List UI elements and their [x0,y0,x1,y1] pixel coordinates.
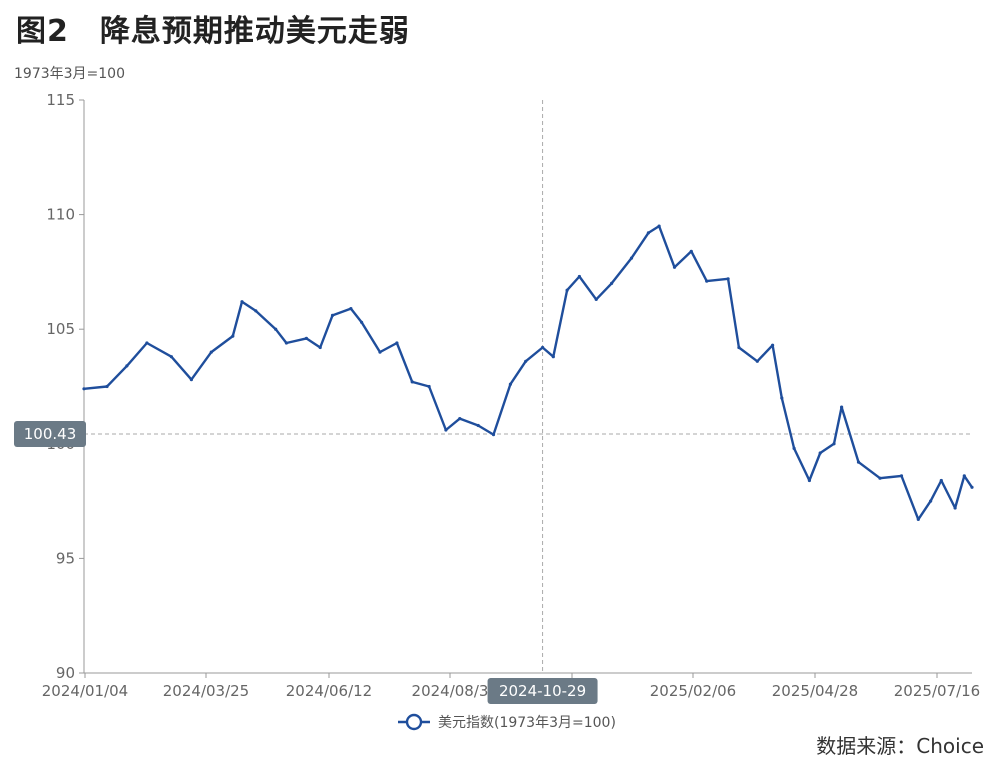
series-line-0 [83,224,973,521]
x-tick-label: 2024/08/3 [412,682,489,700]
data-point [929,499,933,503]
data-point [360,320,364,324]
data-point [755,359,759,363]
y-crosshair-label-text: 100.43 [24,425,77,443]
data-point [646,231,651,235]
data-point [274,327,278,331]
data-point [209,350,213,354]
legend-marker-icon [405,713,423,731]
legend[interactable]: 美元指数(1973年3月=100) [398,713,616,731]
data-point [657,224,661,228]
data-point [444,428,448,432]
data-point [899,474,904,478]
series-layer [82,224,974,522]
data-point [254,309,258,313]
data-point [82,387,86,391]
data-point [491,433,496,437]
x-tick-label: 2024/06/12 [286,682,372,700]
data-point [726,277,730,281]
legend-label: 美元指数(1973年3月=100) [438,715,616,731]
y-axis: 9095100105110115 [46,91,85,682]
data-point [304,336,308,340]
figure-title: 图2 降息预期推动美元走弱 [16,14,410,49]
unit-label: 1973年3月=100 [14,66,125,82]
y-crosshair-label-bg [14,420,86,447]
data-point [577,274,582,279]
data-point [565,288,569,292]
data-point [792,446,796,450]
y-tick-label: 95 [56,549,75,567]
data-point [689,249,693,253]
crosshair [84,100,972,673]
data-point [240,300,244,304]
x-tick-label: 2025/04/28 [772,682,858,700]
data-point [508,382,512,386]
x-crosshair-label: 2024-10-29 [487,678,598,704]
data-point [953,506,957,510]
data-point [395,341,399,345]
data-point [541,345,545,350]
x-crosshair-label-bg [487,678,598,704]
data-point [771,343,775,347]
y-tick-label: 115 [46,91,75,109]
data-point [318,345,322,350]
crosshair-labels: 100.43 2024-10-29 [14,420,598,704]
data-point [458,417,462,421]
data-point [231,334,235,338]
data-point [427,384,431,389]
data-point [629,256,634,260]
data-point [476,423,480,428]
data-point [840,405,844,409]
x-tick-label: 2025/07/16 [894,682,980,700]
data-point [125,364,129,368]
data-point [410,380,414,384]
data-point [672,265,677,269]
data-point [878,476,882,480]
data-point [284,341,288,345]
data-point [145,341,149,345]
data-point [856,460,861,464]
data-point [524,359,528,363]
data-point [832,442,836,446]
data-point [378,350,382,354]
data-point [970,485,974,489]
data-point [962,474,966,478]
data-point [737,345,741,350]
x-tick-label: 2024/03/25 [163,682,249,700]
data-point [330,313,335,317]
data-point [818,451,822,455]
y-tick-label: 90 [56,664,75,682]
data-point [189,378,193,382]
x-crosshair-label-text: 2024-10-29 [499,682,586,700]
data-point [169,355,173,359]
data-point [807,478,812,483]
data-point [939,478,943,483]
y-tick-label: 110 [46,206,75,224]
data-point [610,281,614,285]
source-note: 数据来源：Choice [816,734,984,758]
data-point [349,307,353,311]
data-point [916,517,920,522]
y-crosshair-label: 100.43 [14,420,86,447]
data-point [780,396,784,400]
data-point [551,355,555,359]
x-tick-label: 2025/02/06 [650,682,736,700]
x-tick-label: 2024/01/04 [42,682,128,700]
data-point [594,297,598,301]
data-point [705,279,709,283]
y-tick-label: 105 [46,320,75,338]
data-point [105,384,109,389]
